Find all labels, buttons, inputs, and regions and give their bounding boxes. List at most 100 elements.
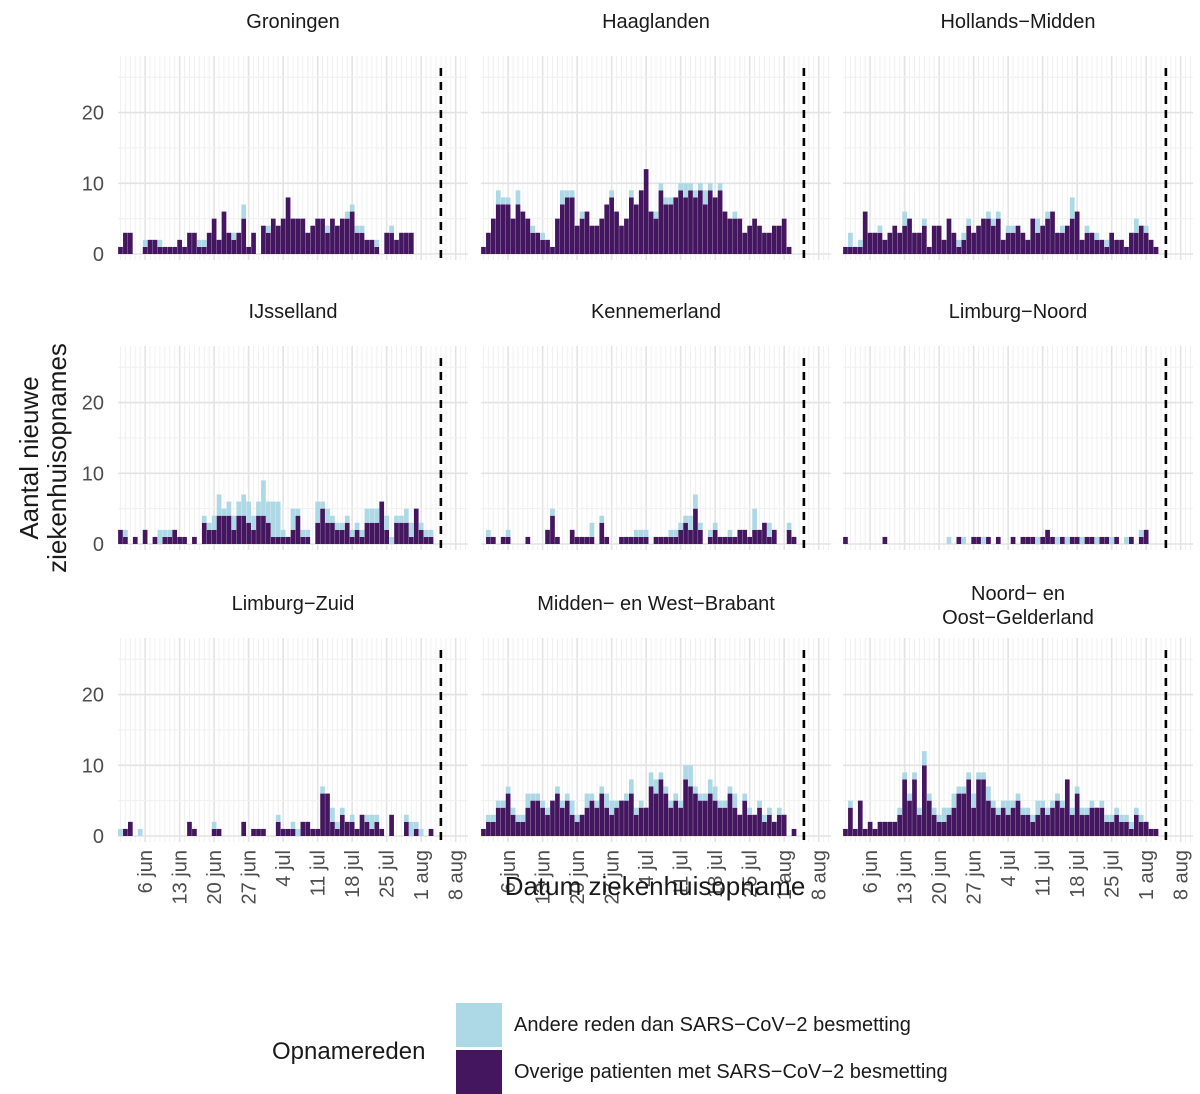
bar-covid: [717, 190, 723, 254]
bar-covid: [678, 807, 683, 836]
bar-covid: [555, 218, 560, 254]
bar-other-reason: [374, 814, 380, 822]
bar-covid: [643, 169, 649, 254]
bar-covid: [712, 800, 718, 836]
bar-covid: [862, 828, 868, 836]
bar-other-reason: [1035, 800, 1041, 815]
bar-other-reason: [545, 807, 550, 815]
bar-covid: [315, 218, 320, 254]
bar-other-reason: [961, 536, 967, 544]
bar-other-reason: [206, 522, 212, 530]
bar-covid: [579, 814, 585, 836]
bar-covid: [1010, 232, 1016, 254]
bar-covid: [1148, 239, 1154, 254]
bar-covid: [673, 197, 679, 254]
x-tick-label: 1 aug: [774, 850, 796, 900]
bar-other-reason: [594, 800, 600, 808]
bar-covid: [752, 218, 757, 254]
bar-other-reason: [698, 183, 703, 191]
bar-covid: [781, 218, 787, 254]
bar-other-reason: [241, 494, 247, 516]
faceted-bar-chart: Groningen 0 10 20 Haaglanden Hollands−Midden I…: [14, 11, 1193, 905]
bar-other-reason: [335, 821, 340, 829]
bar-covid: [1079, 814, 1085, 836]
bar-covid: [589, 225, 595, 254]
bar-other-reason: [732, 211, 738, 219]
bar-covid: [658, 779, 664, 836]
bar-covid: [236, 515, 242, 544]
bar-covid: [1074, 793, 1080, 836]
y-tick-label: 0: [93, 826, 104, 848]
bar-covid: [226, 232, 232, 254]
bar-covid: [320, 793, 325, 836]
bar-covid: [123, 536, 128, 544]
bar-covid: [500, 536, 506, 544]
bar-covid: [717, 536, 723, 544]
bar-covid: [384, 529, 390, 544]
bar-other-reason: [1055, 793, 1060, 801]
bar-covid: [251, 232, 256, 254]
bar-other-reason: [1010, 225, 1016, 233]
bar-other-reason: [712, 522, 718, 530]
bar-other-reason: [986, 786, 991, 801]
bar-covid: [981, 218, 986, 254]
bar-covid: [1109, 821, 1115, 836]
bar-covid: [285, 197, 291, 254]
bar-other-reason: [712, 786, 718, 801]
bar-other-reason: [673, 793, 679, 801]
bar-covid: [946, 218, 952, 254]
bar-other-reason: [786, 522, 792, 530]
bar-other-reason: [1069, 807, 1075, 815]
bar-other-reason: [359, 529, 365, 537]
bar-covid: [673, 800, 679, 836]
bar-covid: [707, 190, 713, 254]
bar-covid: [1000, 807, 1006, 836]
bar-covid: [142, 246, 148, 254]
bar-other-reason: [525, 793, 531, 808]
bar-covid: [752, 529, 757, 544]
bar-covid: [1064, 225, 1070, 254]
bar-covid: [574, 821, 580, 836]
bar-covid: [1099, 536, 1105, 544]
bar-covid: [408, 536, 414, 544]
bar-other-reason: [389, 536, 394, 544]
bar-covid: [614, 807, 619, 836]
x-tick-label: 27 jun: [964, 850, 986, 905]
bar-other-reason: [505, 529, 511, 537]
bar-other-reason: [295, 508, 301, 516]
bar-other-reason: [374, 508, 380, 523]
bar-covid: [290, 529, 296, 544]
bar-covid: [359, 814, 365, 836]
legend-key-other-reason: [456, 1003, 502, 1047]
bar-covid: [413, 828, 419, 836]
bar-covid: [872, 828, 878, 836]
bar-covid: [757, 225, 762, 254]
bar-covid: [246, 246, 251, 254]
bar-other-reason: [702, 190, 708, 205]
bar-covid: [877, 821, 883, 836]
bar-other-reason: [732, 793, 738, 808]
bar-covid: [609, 197, 614, 254]
bar-other-reason: [848, 232, 853, 247]
bar-other-reason: [629, 190, 634, 198]
bar-covid: [320, 218, 325, 254]
x-tick-label: 13 jun: [170, 850, 192, 905]
bar-other-reason: [1040, 800, 1045, 808]
bar-covid: [428, 828, 434, 836]
bar-covid: [976, 779, 981, 836]
bar-other-reason: [951, 793, 957, 808]
bar-other-reason: [1109, 536, 1115, 544]
bar-other-reason: [330, 515, 335, 523]
bar-covid: [515, 821, 521, 836]
bar-other-reason: [722, 800, 728, 808]
bar-other-reason: [604, 793, 610, 808]
bar-covid: [167, 246, 173, 254]
bar-covid: [1119, 821, 1124, 836]
bar-other-reason: [877, 225, 883, 233]
bar-other-reason: [961, 786, 967, 794]
bar-other-reason: [653, 779, 659, 794]
x-tick-label: 20 jun: [929, 850, 951, 905]
bar-covid: [305, 536, 311, 544]
bar-other-reason: [658, 772, 664, 780]
bar-covid: [941, 821, 947, 836]
